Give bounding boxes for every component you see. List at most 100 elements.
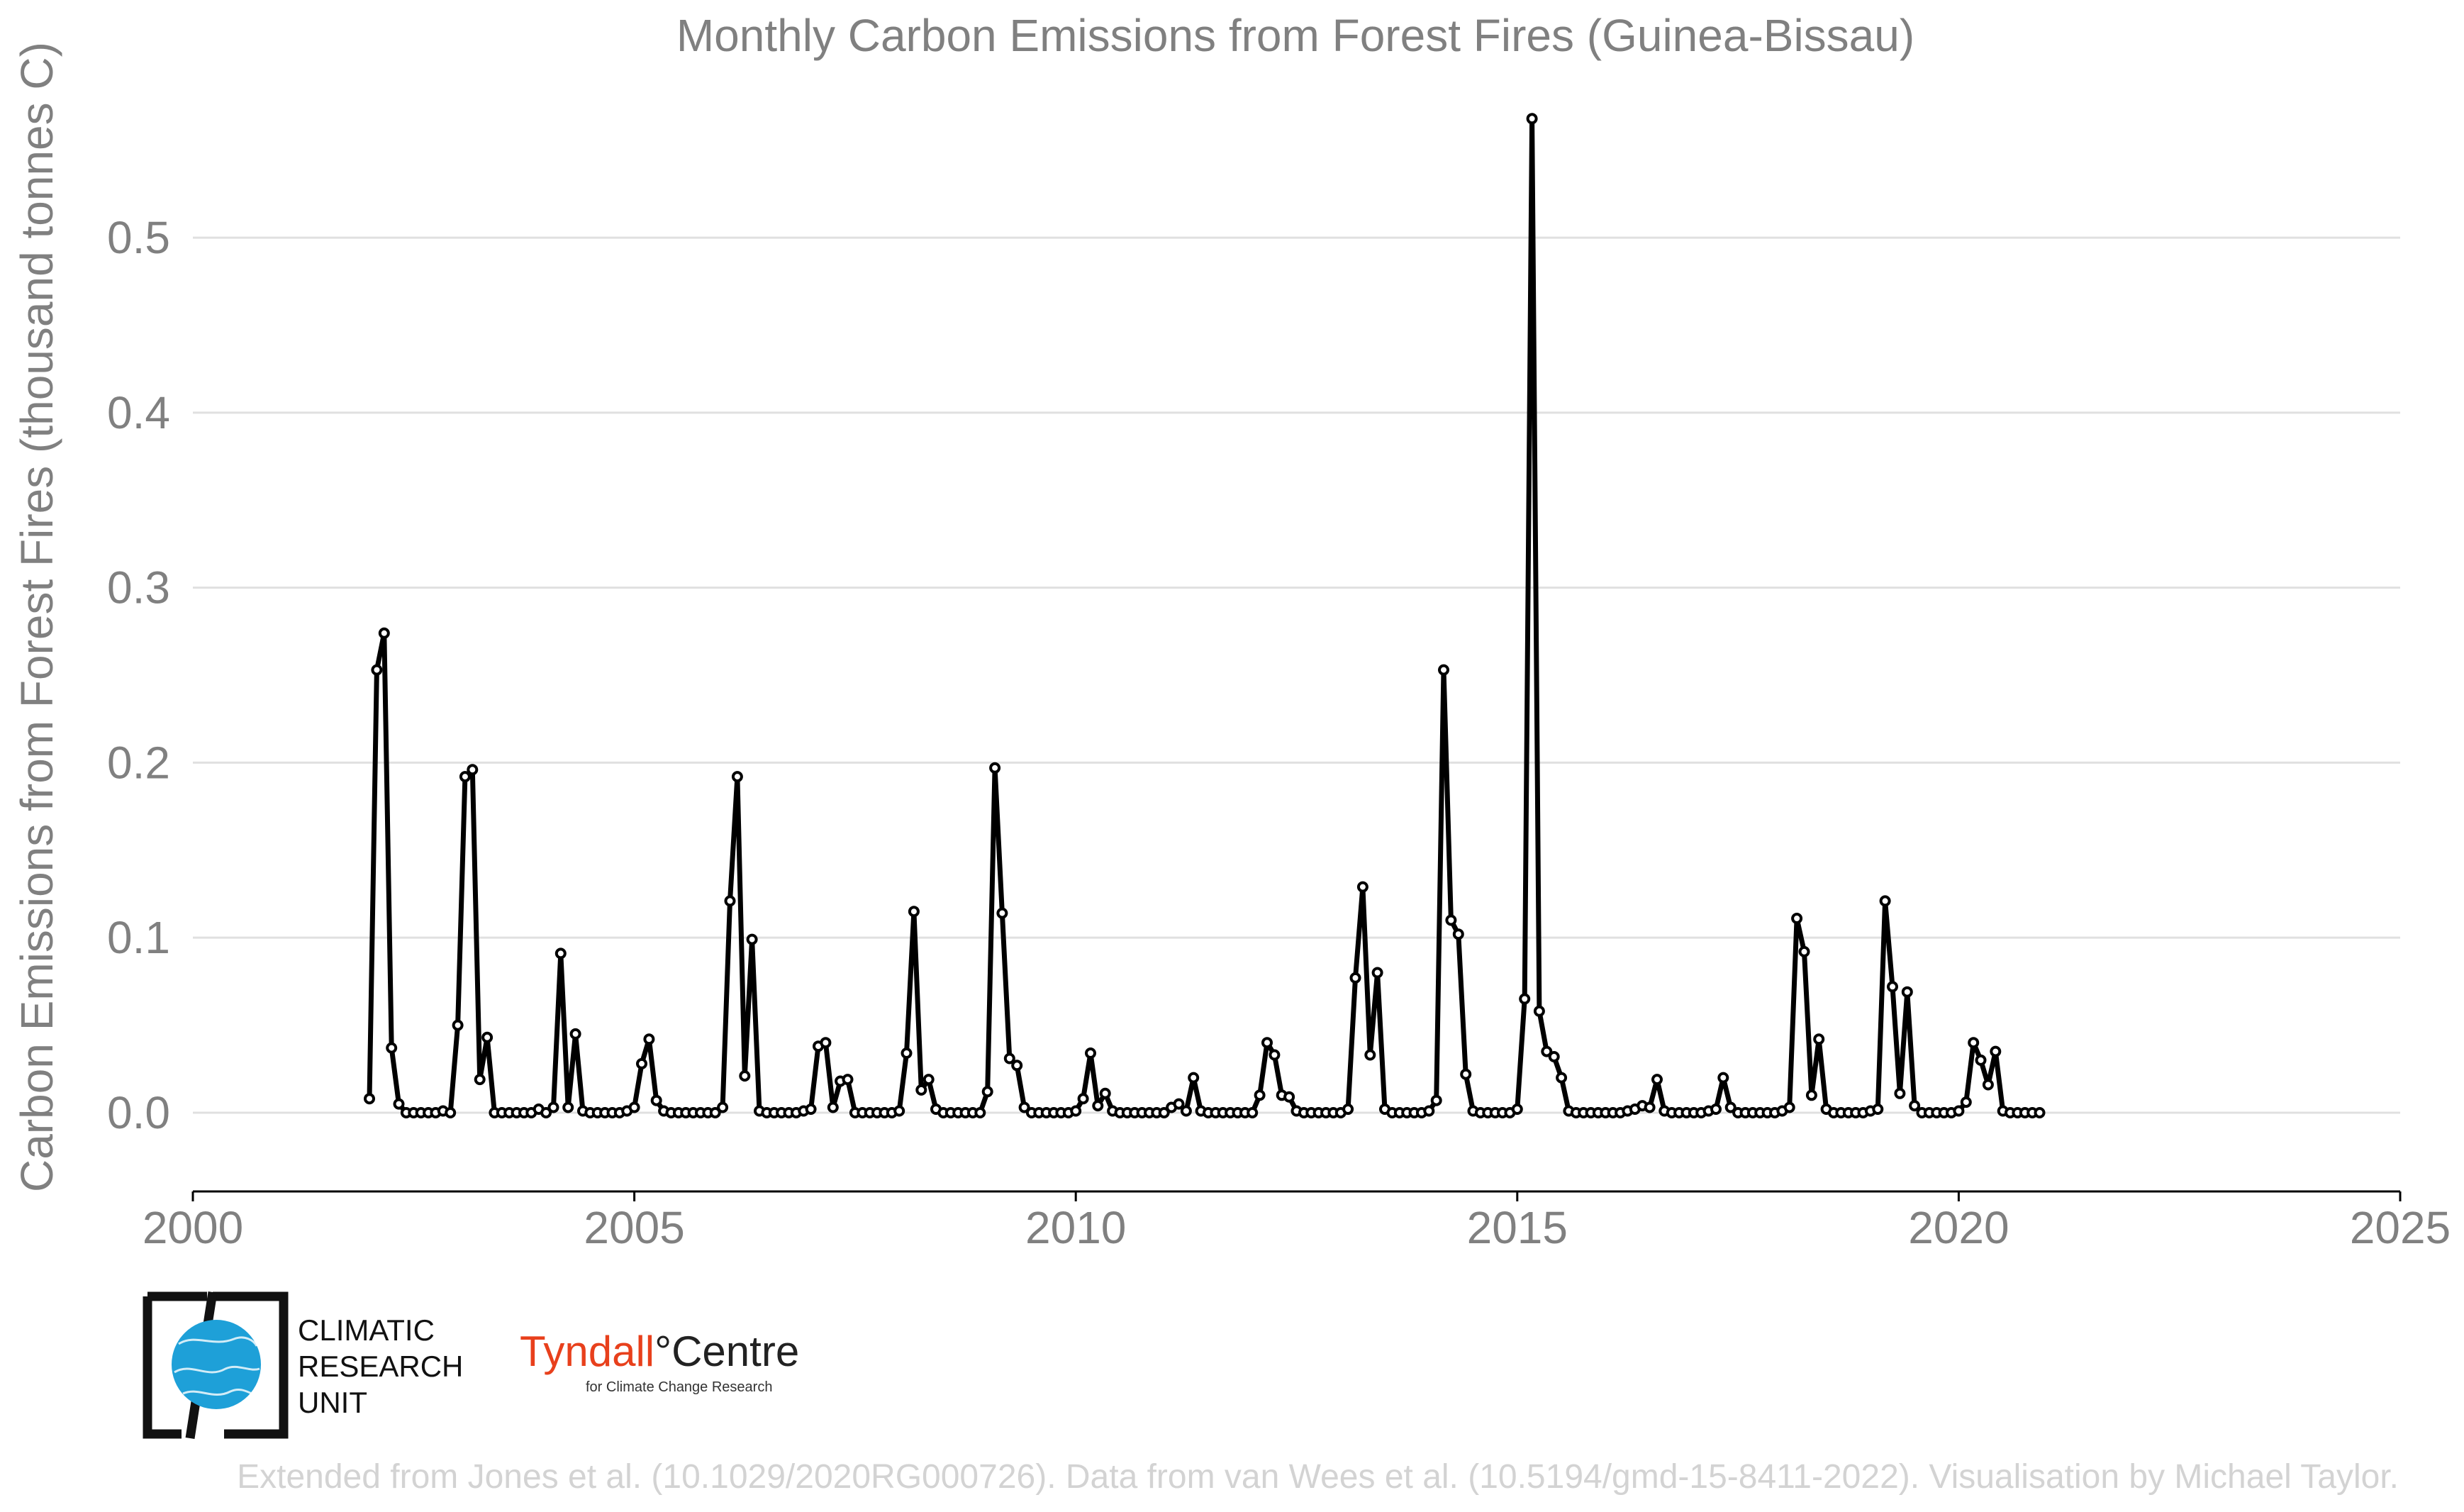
data-point — [974, 1107, 986, 1118]
data-point — [452, 1019, 464, 1031]
data-point — [1710, 1104, 1722, 1115]
x-tick-label: 2005 — [584, 1202, 684, 1253]
y-tick-label: 0.5 — [107, 212, 170, 263]
y-tick-label: 0.2 — [107, 737, 170, 788]
data-point — [827, 1101, 839, 1113]
data-point — [1960, 1096, 1972, 1108]
data-point — [1651, 1074, 1663, 1086]
data-point — [1445, 914, 1457, 926]
data-point — [1644, 1101, 1656, 1113]
data-point — [1872, 1104, 1884, 1115]
chart-title: Monthly Carbon Emissions from Forest Fir… — [676, 10, 1914, 61]
y-tick-label: 0.0 — [107, 1087, 170, 1138]
data-point — [636, 1057, 647, 1069]
data-point — [1783, 1101, 1795, 1113]
data-point — [1879, 895, 1891, 907]
data-point — [371, 664, 383, 676]
data-point — [1283, 1091, 1295, 1103]
data-point — [1511, 1104, 1523, 1115]
data-point — [1247, 1107, 1259, 1118]
tyndall-subtitle: for Climate Change Research — [586, 1379, 772, 1395]
data-point — [1982, 1079, 1994, 1091]
data-point — [1556, 1072, 1568, 1084]
y-tick-label: 0.4 — [107, 387, 170, 438]
data-point — [915, 1084, 927, 1096]
tyndall-logo: Tyndall°Centre for Climate Change Resear… — [520, 1328, 799, 1395]
data-point — [474, 1074, 486, 1086]
data-point — [1724, 1101, 1736, 1113]
data-point — [1438, 664, 1449, 676]
data-point — [1975, 1054, 1987, 1066]
data-point — [643, 1033, 655, 1045]
x-tick-label: 2000 — [143, 1202, 243, 1253]
data-point — [1533, 1005, 1545, 1017]
data-point — [1018, 1101, 1030, 1113]
x-axis-ticks: 2000 2005 2010 2015 2020 2025 — [143, 1191, 2451, 1253]
data-point — [2034, 1107, 2046, 1118]
data-point — [842, 1074, 854, 1086]
tyndall-wordmark: Tyndall°Centre — [520, 1328, 799, 1375]
data-point — [1085, 1047, 1096, 1059]
data-point — [650, 1094, 662, 1106]
data-point — [746, 933, 758, 945]
cru-text-line2: RESEARCH — [298, 1350, 463, 1383]
data-point — [1364, 1049, 1376, 1061]
y-tick-label: 0.1 — [107, 912, 170, 963]
data-point — [1173, 1098, 1185, 1110]
data-point — [1342, 1104, 1354, 1115]
data-point — [1430, 1094, 1442, 1106]
data-point — [1798, 945, 1810, 957]
data-point — [386, 1042, 398, 1054]
data-points — [364, 113, 2046, 1118]
data-point — [1423, 1105, 1435, 1117]
cru-text-line1: CLIMATIC — [298, 1313, 435, 1347]
data-point — [922, 1074, 935, 1086]
data-point — [1541, 1045, 1553, 1057]
data-point — [1349, 972, 1361, 984]
data-point — [540, 1107, 552, 1118]
data-point — [562, 1101, 574, 1113]
data-point — [1813, 1033, 1825, 1045]
data-point — [996, 907, 1008, 919]
data-point — [1909, 1100, 1921, 1112]
data-point — [1717, 1072, 1729, 1084]
x-tick-label: 2020 — [1908, 1202, 2009, 1253]
data-point — [709, 1107, 721, 1118]
data-point — [1901, 986, 1913, 998]
data-point — [1460, 1068, 1472, 1080]
data-point — [1356, 881, 1368, 893]
data-point — [628, 1101, 640, 1113]
data-point — [1269, 1049, 1281, 1061]
data-point — [1548, 1051, 1560, 1062]
data-point — [459, 771, 471, 783]
data-point — [901, 1047, 913, 1059]
data-point — [1254, 1089, 1266, 1101]
cru-logo: CLIMATIC RESEARCH UNIT — [143, 1291, 463, 1439]
data-point — [569, 1028, 581, 1040]
data-point — [1371, 967, 1383, 979]
data-point — [1099, 1087, 1111, 1099]
data-point — [481, 1031, 494, 1043]
x-tick-label: 2010 — [1025, 1202, 1126, 1253]
cru-text-line3: UNIT — [298, 1386, 367, 1419]
data-point — [1188, 1072, 1200, 1084]
data-point — [805, 1104, 817, 1115]
data-point — [1894, 1087, 1906, 1099]
data-point — [364, 1093, 375, 1105]
data-point — [1070, 1105, 1082, 1117]
data-point — [908, 906, 920, 918]
y-axis-label: Carbon Emissions from Forest Fires (thou… — [11, 42, 62, 1192]
data-point — [1261, 1037, 1273, 1049]
data-point — [820, 1037, 832, 1049]
cru-bracket-icon — [143, 1291, 289, 1439]
x-tick-label: 2025 — [2350, 1202, 2451, 1253]
data-point — [739, 1070, 751, 1082]
y-tick-labels: 0.0 0.1 0.2 0.3 0.4 0.5 — [107, 212, 170, 1138]
data-point — [547, 1101, 559, 1113]
data-point — [1526, 113, 1538, 125]
data-point — [724, 895, 736, 907]
x-tick-label: 2015 — [1467, 1202, 1568, 1253]
data-point — [1452, 928, 1464, 940]
y-tick-label: 0.3 — [107, 562, 170, 613]
